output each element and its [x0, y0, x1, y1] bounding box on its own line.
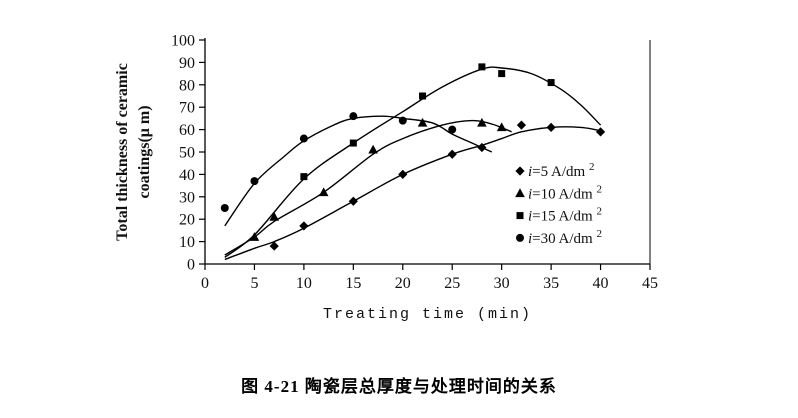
- circle-marker: [398, 116, 407, 125]
- square-marker: [300, 173, 308, 181]
- triangle-marker: [477, 117, 487, 127]
- triangle-marker: [269, 211, 280, 221]
- y-tick-label: 80: [179, 77, 195, 94]
- series-circle: [220, 112, 493, 227]
- trend-curve: [224, 115, 493, 227]
- y-tick-label: 90: [179, 55, 195, 72]
- x-tick-label: 45: [642, 275, 658, 292]
- y-tick-label: 70: [179, 100, 195, 117]
- legend-item: i=30 A/dm 2: [516, 228, 602, 247]
- triangle-marker: [249, 232, 260, 241]
- y-tick-label: 60: [179, 122, 195, 139]
- diamond-marker: [269, 241, 279, 251]
- y-tick-label: 40: [179, 167, 195, 184]
- square-marker: [349, 139, 357, 147]
- diamond-marker: [447, 149, 457, 159]
- circle-marker: [220, 204, 229, 212]
- diamond-marker: [515, 166, 525, 176]
- diamond-marker: [595, 127, 606, 137]
- circle-marker: [448, 125, 457, 134]
- legend-label: i=5 A/dm 2: [528, 161, 594, 180]
- square-marker: [547, 79, 555, 87]
- legend-item: i=10 A/dm 2: [515, 183, 602, 202]
- legend-label: i=15 A/dm 2: [528, 206, 602, 225]
- x-tick-label: 30: [494, 275, 510, 292]
- legend-label: i=10 A/dm 2: [528, 183, 602, 202]
- triangle-marker: [515, 188, 525, 198]
- diamond-marker: [516, 120, 527, 130]
- diamond-marker: [546, 122, 556, 132]
- y-tick-label: 100: [171, 33, 195, 50]
- x-tick-label: 20: [395, 275, 411, 292]
- x-tick-label: 10: [296, 275, 312, 292]
- thickness-vs-time-chart: 0 10 20 30 40 50 60 70 80 90 100 0 5 10 15 20 25 30 35 40 45…: [114, 33, 658, 324]
- triangle-marker: [496, 122, 507, 132]
- y-tick-label: 50: [179, 145, 195, 162]
- x-tick-label: 15: [345, 275, 361, 292]
- square-marker: [478, 63, 486, 71]
- y-axis-title-line1: Total thickness of ceramic: [114, 63, 131, 241]
- diamond-marker: [348, 196, 358, 206]
- y-axis-title-line2: coatings(μ m): [136, 105, 153, 198]
- square-marker: [516, 212, 524, 220]
- x-axis-title: Treating time (min): [323, 306, 532, 323]
- x-tick-label: 35: [543, 275, 559, 292]
- circle-marker: [250, 177, 259, 186]
- y-tick-label: 10: [179, 234, 195, 251]
- square-marker: [419, 92, 427, 100]
- figure-caption: 图 4-21 陶瓷层总厚度与处理时间的关系: [241, 377, 557, 396]
- legend: i=5 A/dm 2 i=10 A/dm 2 i=15 A/dm 2 i=30 A/d…: [515, 161, 602, 247]
- trend-curve: [224, 66, 602, 258]
- triangle-marker: [318, 187, 329, 197]
- x-tick-label: 40: [593, 275, 609, 292]
- triangle-marker: [368, 144, 378, 154]
- diamond-marker: [299, 221, 309, 231]
- y-tick-label: 20: [179, 212, 195, 229]
- y-tick-label: 0: [187, 257, 195, 274]
- diamond-marker: [398, 169, 408, 179]
- x-tick-label: 0: [201, 275, 209, 292]
- y-tick-label: 30: [179, 189, 195, 206]
- circle-marker: [516, 233, 524, 242]
- circle-marker: [299, 134, 308, 143]
- legend-label: i=30 A/dm 2: [528, 228, 602, 247]
- series-square: [224, 63, 602, 258]
- series-diamond: [224, 120, 606, 261]
- legend-item: i=5 A/dm 2: [515, 161, 594, 180]
- x-tick-label: 25: [444, 275, 460, 292]
- legend-item: i=15 A/dm 2: [516, 206, 602, 225]
- square-marker: [498, 70, 506, 78]
- x-tick-label: 5: [250, 275, 258, 292]
- series-triangle: [224, 117, 512, 256]
- circle-marker: [349, 112, 358, 121]
- triangle-marker: [417, 117, 428, 127]
